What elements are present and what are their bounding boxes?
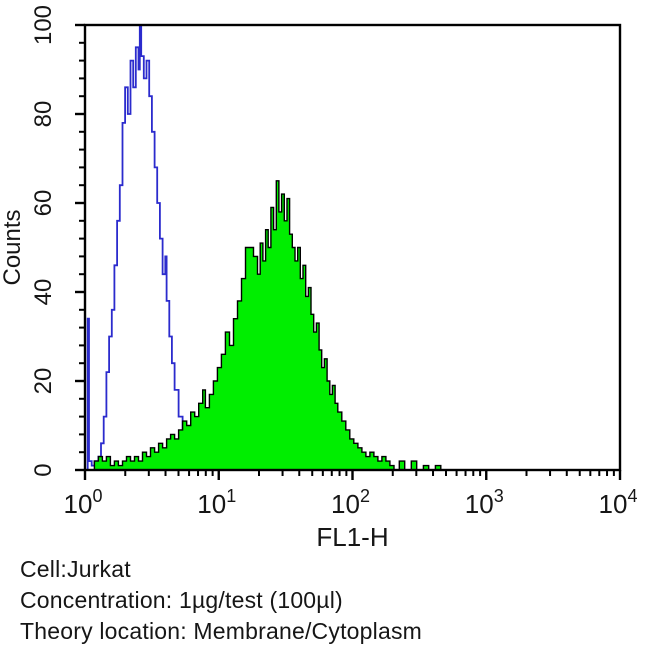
x-tick-label: 100 [64, 486, 103, 519]
caption-cell-line: Cell:Jurkat [20, 556, 131, 582]
y-axis: 0 20 40 60 80 100 [30, 5, 85, 477]
plot-frame [83, 23, 622, 472]
y-tick-label: 20 [30, 368, 57, 395]
x-tick-label: 104 [599, 486, 638, 519]
y-axis-title: Counts [0, 209, 26, 285]
y-tick-label: 0 [30, 463, 57, 476]
x-axis: 100 101 102 103 104 [64, 470, 638, 519]
caption-concentration: Concentration: 1µg/test (100µl) [20, 587, 343, 613]
flow-histogram-chart: 0 20 40 60 80 100 100 101 102 103 104 FL1-H Counts [0, 5, 638, 552]
y-tick-label: 60 [30, 190, 57, 217]
x-axis-title: FL1-H [316, 522, 388, 552]
y-tick-label: 80 [30, 101, 57, 128]
y-tick-label: 40 [30, 279, 57, 306]
x-tick-label: 103 [465, 486, 504, 519]
series-layer [85, 24, 442, 471]
x-tick-label: 101 [197, 486, 236, 519]
stained-filled-histogram-curve [91, 180, 442, 471]
caption-block: Cell:Jurkat Concentration: 1µg/test (100… [20, 554, 422, 647]
caption-theory-location: Theory location: Membrane/Cytoplasm [20, 618, 422, 644]
x-tick-label: 102 [331, 486, 370, 519]
y-tick-label: 100 [30, 5, 57, 45]
control-open-histogram-curve [85, 24, 204, 471]
